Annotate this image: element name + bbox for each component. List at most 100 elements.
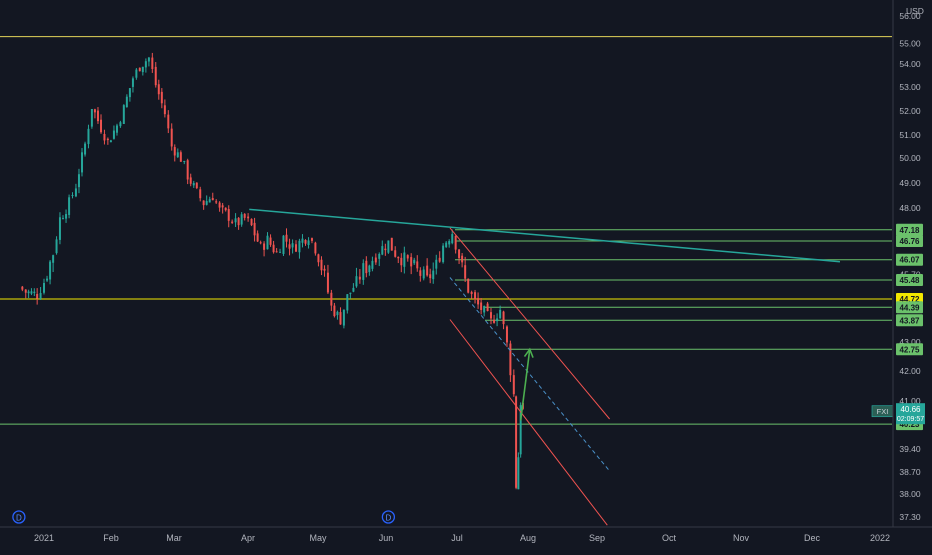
candle-body[interactable] xyxy=(30,291,33,294)
candle-body[interactable] xyxy=(218,202,221,208)
candle-body[interactable] xyxy=(119,122,122,127)
candle-body[interactable] xyxy=(342,309,345,326)
candle-body[interactable] xyxy=(429,274,432,279)
candle-body[interactable] xyxy=(515,396,518,488)
candle-body[interactable] xyxy=(326,272,329,293)
candle-body[interactable] xyxy=(215,201,218,203)
candle-body[interactable] xyxy=(128,88,131,98)
candle-body[interactable] xyxy=(413,259,416,264)
candle-body[interactable] xyxy=(358,276,361,280)
candle-body[interactable] xyxy=(176,152,179,158)
candle-body[interactable] xyxy=(84,143,87,155)
candle-body[interactable] xyxy=(304,239,307,244)
candle-body[interactable] xyxy=(365,260,368,274)
candle-body[interactable] xyxy=(266,235,269,250)
candle-body[interactable] xyxy=(163,105,166,115)
candle-body[interactable] xyxy=(234,218,237,223)
candle-body[interactable] xyxy=(435,259,438,269)
candle-body[interactable] xyxy=(426,265,429,276)
candle-body[interactable] xyxy=(295,244,298,252)
candle-body[interactable] xyxy=(58,217,61,240)
candle-body[interactable] xyxy=(275,251,278,253)
time-axis[interactable]: 2021 Feb Mar Apr May Jun Jul Aug Sep Oct Nov Dec 202… xyxy=(0,526,932,543)
candle-body[interactable] xyxy=(442,245,445,263)
candle-body[interactable] xyxy=(36,293,39,299)
candle-body[interactable] xyxy=(451,234,454,244)
candle-body[interactable] xyxy=(438,257,441,262)
candle-body[interactable] xyxy=(62,218,65,220)
candle-body[interactable] xyxy=(445,242,448,247)
candle-body[interactable] xyxy=(490,312,493,319)
candle-body[interactable] xyxy=(477,298,480,305)
candle-body[interactable] xyxy=(205,201,208,205)
candle-body[interactable] xyxy=(90,108,93,127)
candle-body[interactable] xyxy=(336,311,339,316)
candle-body[interactable] xyxy=(55,239,58,254)
channel-upper-line[interactable] xyxy=(449,227,610,420)
candle-body[interactable] xyxy=(483,306,486,313)
candle-body[interactable] xyxy=(96,110,99,122)
candle-body[interactable] xyxy=(349,292,352,294)
candle-body[interactable] xyxy=(192,183,195,186)
candle-body[interactable] xyxy=(103,133,106,141)
candle-body[interactable] xyxy=(74,188,77,197)
candle-body[interactable] xyxy=(144,61,147,68)
candle-body[interactable] xyxy=(173,147,176,156)
candle-body[interactable] xyxy=(509,343,512,376)
candle-body[interactable] xyxy=(93,109,96,113)
candle-body[interactable] xyxy=(135,69,138,78)
candle-body[interactable] xyxy=(422,269,425,279)
candle-body[interactable] xyxy=(416,261,419,269)
candle-body[interactable] xyxy=(493,319,496,323)
candle-body[interactable] xyxy=(499,309,502,319)
candle-body[interactable] xyxy=(100,119,103,133)
candle-body[interactable] xyxy=(224,207,227,211)
candle-body[interactable] xyxy=(378,253,381,259)
candle-body[interactable] xyxy=(147,57,150,62)
candle-body[interactable] xyxy=(43,283,45,293)
candle-body[interactable] xyxy=(227,208,230,221)
candle-body[interactable] xyxy=(157,84,160,95)
candle-body[interactable] xyxy=(314,242,317,254)
candle-body[interactable] xyxy=(269,237,272,245)
candle-body[interactable] xyxy=(307,240,310,245)
candle-body[interactable] xyxy=(263,243,266,250)
price-axis[interactable]: USD 56.00 55.00 54.00 53.00 52.00 51.00 50.00 4… xyxy=(892,0,925,527)
candle-body[interactable] xyxy=(167,114,170,129)
candle-body[interactable] xyxy=(211,198,214,201)
candle-body[interactable] xyxy=(467,278,470,293)
candle-body[interactable] xyxy=(221,205,224,208)
candle-body[interactable] xyxy=(288,244,291,249)
candle-body[interactable] xyxy=(21,286,24,290)
candle-body[interactable] xyxy=(154,66,157,86)
candle-body[interactable] xyxy=(49,261,52,280)
candle-body[interactable] xyxy=(125,96,128,108)
candle-body[interactable] xyxy=(371,260,374,269)
plot-area[interactable]: D D FXI xyxy=(0,36,894,526)
candle-body[interactable] xyxy=(381,246,384,255)
candle-body[interactable] xyxy=(65,214,68,219)
candle-body[interactable] xyxy=(291,243,294,248)
candle-body[interactable] xyxy=(33,291,36,293)
candle-body[interactable] xyxy=(115,125,118,133)
channel-mid-line[interactable] xyxy=(449,277,610,472)
candle-body[interactable] xyxy=(186,160,189,180)
candle-body[interactable] xyxy=(317,254,320,263)
candle-body[interactable] xyxy=(362,263,365,280)
candle-body[interactable] xyxy=(406,255,409,259)
candle-body[interactable] xyxy=(112,130,115,139)
candle-body[interactable] xyxy=(517,457,520,490)
candle-body[interactable] xyxy=(52,255,55,263)
candle-body[interactable] xyxy=(352,287,355,292)
candle-body[interactable] xyxy=(387,240,390,253)
breakout-arrow-shaft[interactable] xyxy=(519,349,531,421)
candle-body[interactable] xyxy=(384,248,387,251)
candle-body[interactable] xyxy=(320,259,323,271)
candle-body[interactable] xyxy=(151,57,154,70)
event-marker-icon[interactable] xyxy=(381,510,396,524)
candle-body[interactable] xyxy=(502,311,505,325)
candle-body[interactable] xyxy=(109,140,112,143)
candle-body[interactable] xyxy=(394,250,397,257)
candle-body[interactable] xyxy=(461,255,464,263)
